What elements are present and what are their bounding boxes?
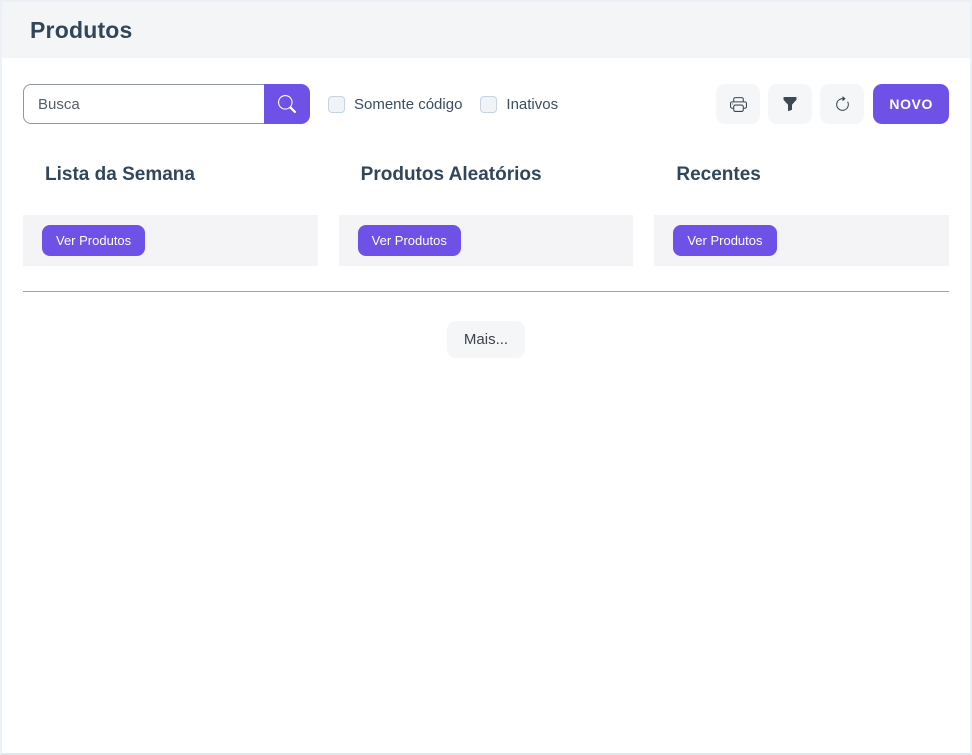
ver-produtos-button[interactable]: Ver Produtos bbox=[673, 225, 777, 256]
checkbox-somente-codigo[interactable]: Somente código bbox=[328, 95, 463, 113]
page-header: Produtos bbox=[2, 2, 970, 58]
ver-produtos-button[interactable]: Ver Produtos bbox=[357, 225, 461, 256]
more-row: Mais... bbox=[2, 321, 970, 358]
checkbox-inativos[interactable]: Inativos bbox=[480, 95, 559, 113]
section-card: Ver Produtos bbox=[338, 215, 634, 266]
refresh-button[interactable] bbox=[820, 84, 865, 124]
section-produtos-aleatorios: Produtos Aleatórios Ver Produtos bbox=[338, 164, 634, 266]
section-heading: Lista da Semana bbox=[45, 164, 195, 185]
filter-icon bbox=[782, 96, 798, 112]
search-button[interactable] bbox=[264, 84, 310, 124]
section-card: Ver Produtos bbox=[654, 215, 950, 266]
novo-button[interactable]: NOVO bbox=[873, 84, 949, 124]
section-heading: Produtos Aleatórios bbox=[360, 164, 542, 185]
page-title: Produtos bbox=[30, 16, 133, 43]
print-button[interactable] bbox=[716, 84, 761, 124]
divider bbox=[23, 291, 949, 292]
filter-button[interactable] bbox=[768, 84, 813, 124]
checkbox-inativos-label: Inativos bbox=[506, 95, 559, 113]
checkbox-inativos-box[interactable] bbox=[480, 95, 498, 113]
ver-produtos-button[interactable]: Ver Produtos bbox=[42, 225, 146, 256]
section-recentes: Recentes Ver Produtos bbox=[654, 164, 950, 266]
section-card: Ver Produtos bbox=[23, 215, 318, 266]
section-heading: Recentes bbox=[676, 164, 761, 185]
section-lista-da-semana: Lista da Semana Ver Produtos bbox=[23, 164, 318, 266]
search-icon bbox=[278, 95, 296, 113]
search-group bbox=[23, 84, 310, 124]
printer-icon bbox=[729, 96, 747, 113]
sections-row: Lista da Semana Ver Produtos Produtos Al… bbox=[2, 164, 970, 266]
checkbox-somente-codigo-label: Somente código bbox=[354, 95, 463, 113]
search-input[interactable] bbox=[23, 84, 264, 124]
refresh-icon bbox=[834, 95, 851, 113]
toolbar: Somente código Inativos bbox=[2, 58, 970, 124]
mais-button[interactable]: Mais... bbox=[446, 321, 526, 358]
checkbox-somente-codigo-box[interactable] bbox=[328, 95, 345, 113]
